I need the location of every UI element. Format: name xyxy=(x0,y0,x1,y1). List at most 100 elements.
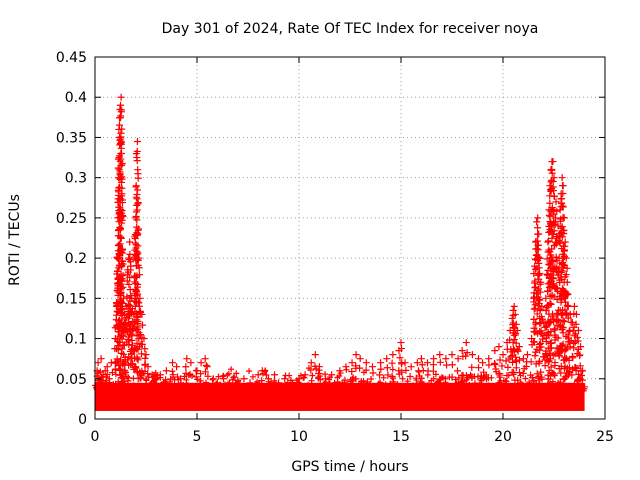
data-point xyxy=(484,374,492,382)
data-point xyxy=(462,372,470,380)
data-point xyxy=(548,169,556,177)
data-point xyxy=(505,355,513,363)
x-axis-ticks: 0 5 10 15 20 25 xyxy=(91,57,614,445)
data-point xyxy=(414,367,422,375)
data-point xyxy=(118,160,126,168)
band-point xyxy=(144,386,151,393)
band-point xyxy=(457,386,464,393)
band-point xyxy=(380,374,387,381)
data-point xyxy=(544,238,552,246)
data-point xyxy=(539,335,547,343)
data-point xyxy=(193,367,201,375)
data-point xyxy=(485,361,493,369)
data-point xyxy=(138,310,146,318)
data-point xyxy=(132,212,140,220)
data-point xyxy=(135,225,143,233)
data-point xyxy=(307,366,315,374)
data-point xyxy=(498,362,506,370)
data-point xyxy=(119,305,127,313)
data-point xyxy=(550,370,558,378)
data-point xyxy=(368,363,376,371)
band-point xyxy=(197,377,204,384)
band-point xyxy=(508,387,514,394)
band-point xyxy=(434,379,441,386)
band-point xyxy=(411,385,418,392)
data-point xyxy=(554,316,562,324)
band-point xyxy=(378,387,385,394)
data-point xyxy=(398,368,406,376)
band-point xyxy=(388,383,395,390)
data-point xyxy=(577,343,585,351)
data-point xyxy=(516,356,524,364)
data-point xyxy=(558,233,566,241)
data-point xyxy=(118,196,126,204)
data-point xyxy=(537,278,545,286)
y-axis-ticks: 0 0.05 0.1 0.15 0.2 0.25 0.3 0.35 0.4 0.45 xyxy=(56,50,605,428)
band-point xyxy=(124,383,131,390)
data-point xyxy=(550,227,558,235)
data-point xyxy=(558,202,566,210)
data-point xyxy=(315,363,323,371)
plot-frame xyxy=(94,56,606,420)
data-point xyxy=(418,361,426,369)
band-point xyxy=(203,385,210,392)
band-point xyxy=(328,386,335,393)
data-point xyxy=(336,367,344,375)
data-point xyxy=(564,314,572,322)
data-point xyxy=(134,317,142,325)
data-point xyxy=(119,272,127,280)
band-point xyxy=(442,379,449,386)
data-point xyxy=(509,345,517,353)
data-point xyxy=(141,354,149,362)
data-point xyxy=(559,316,567,324)
band-point xyxy=(231,373,238,380)
band-point xyxy=(514,387,521,394)
data-point xyxy=(550,192,558,200)
band-point xyxy=(486,384,493,391)
data-point xyxy=(544,375,552,383)
data-point xyxy=(579,367,587,375)
data-point xyxy=(362,359,370,367)
data-point xyxy=(576,351,584,359)
data-point xyxy=(142,375,150,383)
data-point xyxy=(412,374,420,382)
data-point xyxy=(136,331,144,339)
grid-lines xyxy=(95,57,605,419)
data-point xyxy=(348,367,356,375)
data-point xyxy=(136,271,144,279)
data-point xyxy=(574,337,582,345)
band-point xyxy=(559,386,566,393)
band-point xyxy=(571,381,578,388)
band-point xyxy=(233,387,240,394)
data-point xyxy=(479,359,487,367)
data-point xyxy=(559,324,567,332)
data-point xyxy=(307,359,315,367)
data-point xyxy=(546,278,554,286)
data-point xyxy=(134,280,142,288)
band-point xyxy=(517,380,524,387)
band-point xyxy=(474,382,481,389)
data-point xyxy=(530,378,538,386)
y-tick-label: 0.45 xyxy=(56,50,87,66)
y-tick-label: 0.4 xyxy=(65,90,87,106)
data-point xyxy=(541,362,549,370)
data-point xyxy=(560,318,568,326)
data-point xyxy=(563,301,571,309)
data-point xyxy=(510,369,518,377)
data-point xyxy=(177,375,185,383)
band-point xyxy=(216,387,223,394)
data-point xyxy=(209,375,217,383)
data-point xyxy=(558,223,566,231)
data-point xyxy=(561,306,569,314)
band-point xyxy=(277,386,284,393)
band-point xyxy=(341,380,348,387)
band-point xyxy=(375,380,382,387)
data-point xyxy=(548,204,556,212)
band-point xyxy=(183,386,190,393)
y-tick-label: 0 xyxy=(78,412,87,428)
data-point xyxy=(117,205,125,213)
data-point xyxy=(94,376,102,384)
band-point xyxy=(343,381,350,388)
band-point xyxy=(449,383,456,390)
data-point xyxy=(187,359,195,367)
